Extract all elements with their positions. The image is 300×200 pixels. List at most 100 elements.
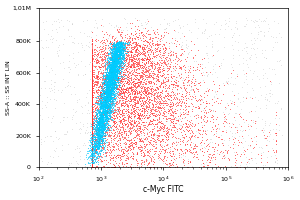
Point [89, 119, 94, 122]
Point [52, 80, 57, 83]
Point [110, 80, 114, 83]
Point [89, 154, 94, 157]
Point [129, 57, 134, 60]
Point [110, 70, 115, 73]
Point [106, 92, 111, 95]
Point [89, 149, 94, 152]
Point [89, 84, 94, 87]
Point [132, 110, 137, 113]
Point [122, 67, 127, 70]
Point [135, 57, 140, 61]
Point [59, 143, 64, 147]
Point [119, 42, 124, 45]
Point [132, 62, 136, 65]
Point [105, 96, 110, 99]
Point [109, 87, 113, 90]
Point [99, 116, 104, 119]
Point [155, 90, 160, 93]
Point [89, 126, 94, 129]
Point [163, 101, 168, 104]
Point [107, 83, 112, 86]
Point [107, 78, 112, 81]
Point [51, 88, 56, 91]
Point [109, 79, 114, 82]
Point [156, 108, 161, 111]
Point [89, 54, 94, 57]
Point [101, 103, 106, 106]
Point [100, 115, 105, 119]
Point [109, 90, 114, 93]
Point [43, 103, 48, 107]
Point [122, 52, 126, 56]
Point [111, 45, 116, 48]
Point [106, 100, 111, 103]
Point [89, 68, 94, 71]
Point [97, 135, 102, 139]
Point [104, 84, 109, 88]
Point [141, 124, 146, 127]
Point [74, 63, 79, 66]
Point [105, 101, 110, 104]
Point [106, 64, 111, 67]
Point [118, 80, 122, 83]
Point [104, 111, 109, 114]
Point [235, 130, 239, 133]
Point [129, 86, 134, 89]
Point [108, 63, 113, 66]
Point [89, 98, 94, 101]
Point [94, 135, 99, 138]
Point [150, 56, 155, 59]
Point [119, 42, 124, 45]
Point [100, 90, 105, 94]
Point [145, 137, 149, 140]
Point [146, 92, 151, 95]
Point [89, 119, 94, 122]
Point [182, 100, 187, 103]
Point [161, 125, 166, 128]
Point [111, 81, 116, 84]
Point [116, 59, 121, 62]
Point [163, 30, 168, 34]
Point [134, 64, 139, 68]
Point [89, 128, 94, 131]
Point [91, 128, 96, 131]
Point [193, 146, 198, 150]
Point [101, 51, 106, 55]
Point [112, 82, 117, 85]
Point [126, 117, 130, 120]
Point [129, 58, 134, 62]
Point [200, 31, 205, 34]
Point [111, 71, 116, 74]
Point [103, 83, 108, 86]
Point [92, 116, 97, 119]
Point [105, 123, 110, 127]
Point [149, 60, 154, 64]
Point [98, 110, 103, 113]
Point [124, 88, 129, 91]
Point [120, 48, 125, 51]
Point [134, 53, 139, 56]
Point [101, 108, 106, 111]
Point [142, 142, 146, 146]
Point [99, 105, 104, 108]
Point [89, 124, 94, 127]
Point [182, 125, 187, 128]
Point [89, 145, 94, 148]
Point [118, 51, 123, 54]
Point [112, 48, 116, 51]
Point [173, 115, 178, 119]
Point [89, 160, 94, 164]
Point [95, 120, 100, 124]
Point [125, 81, 130, 84]
Point [105, 99, 110, 102]
Point [98, 129, 103, 132]
Point [114, 47, 118, 50]
Point [102, 55, 106, 58]
Point [90, 100, 94, 103]
Point [261, 73, 266, 77]
Point [97, 97, 102, 100]
Point [89, 108, 94, 111]
Point [116, 112, 121, 115]
Point [161, 78, 166, 82]
Point [89, 113, 94, 116]
